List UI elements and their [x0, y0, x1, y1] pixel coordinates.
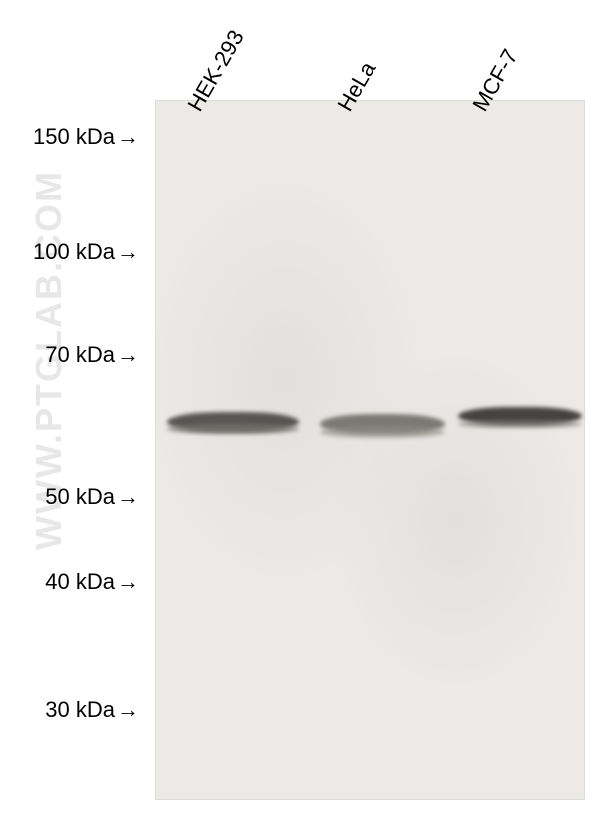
- mw-label: 100 kDa: [0, 239, 115, 265]
- mw-marker-row: 50 kDa→: [0, 484, 139, 510]
- mw-marker-row: 40 kDa→: [0, 569, 139, 595]
- mw-label: 30 kDa: [0, 697, 115, 723]
- mw-label: 40 kDa: [0, 569, 115, 595]
- protein-band: [167, 424, 299, 434]
- mw-marker-row: 150 kDa→: [0, 124, 139, 150]
- protein-band: [458, 420, 582, 428]
- mw-label: 70 kDa: [0, 342, 115, 368]
- arrow-icon: →: [117, 124, 139, 150]
- mw-label: 50 kDa: [0, 484, 115, 510]
- blot-background: [156, 101, 584, 799]
- mw-marker-row: 70 kDa→: [0, 342, 139, 368]
- protein-band: [320, 426, 445, 438]
- arrow-icon: →: [117, 569, 139, 595]
- mw-marker-row: 30 kDa→: [0, 697, 139, 723]
- western-blot-figure: WWW.PTGLAB.COM HEK-293HeLaMCF-7 150 kDa→…: [0, 0, 600, 830]
- mw-label: 150 kDa: [0, 124, 115, 150]
- arrow-icon: →: [117, 342, 139, 368]
- mw-marker-row: 100 kDa→: [0, 239, 139, 265]
- arrow-icon: →: [117, 239, 139, 265]
- blot-membrane: [155, 100, 585, 800]
- arrow-icon: →: [117, 484, 139, 510]
- arrow-icon: →: [117, 697, 139, 723]
